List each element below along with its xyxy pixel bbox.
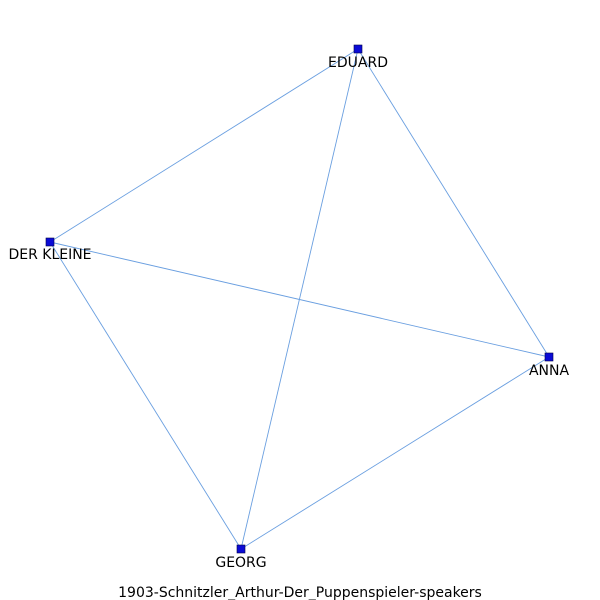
- node-label-der-kleine: DER KLEINE: [8, 247, 91, 263]
- node-anna: [544, 352, 554, 362]
- node-label-georg: GEORG: [215, 555, 266, 571]
- node-eduard: [353, 44, 363, 54]
- edge-layer: [49, 48, 550, 550]
- node-der-kleine: [45, 237, 55, 247]
- node-layer: [45, 44, 554, 554]
- edge-der_kleine-georg: [49, 241, 242, 550]
- diagram-caption: 1903-Schnitzler_Arthur-Der_Puppenspieler…: [118, 585, 482, 600]
- edge-eduard-der_kleine: [49, 48, 359, 243]
- edge-georg-anna: [240, 356, 550, 550]
- edge-der_kleine-anna: [49, 241, 550, 358]
- edge-eduard-georg: [240, 48, 359, 550]
- label-layer: EDUARD DER KLEINE ANNA GEORG: [8, 55, 569, 571]
- node-label-eduard: EDUARD: [328, 55, 388, 71]
- node-label-anna: ANNA: [529, 363, 570, 379]
- edge-eduard-anna: [357, 48, 550, 358]
- node-georg: [236, 544, 246, 554]
